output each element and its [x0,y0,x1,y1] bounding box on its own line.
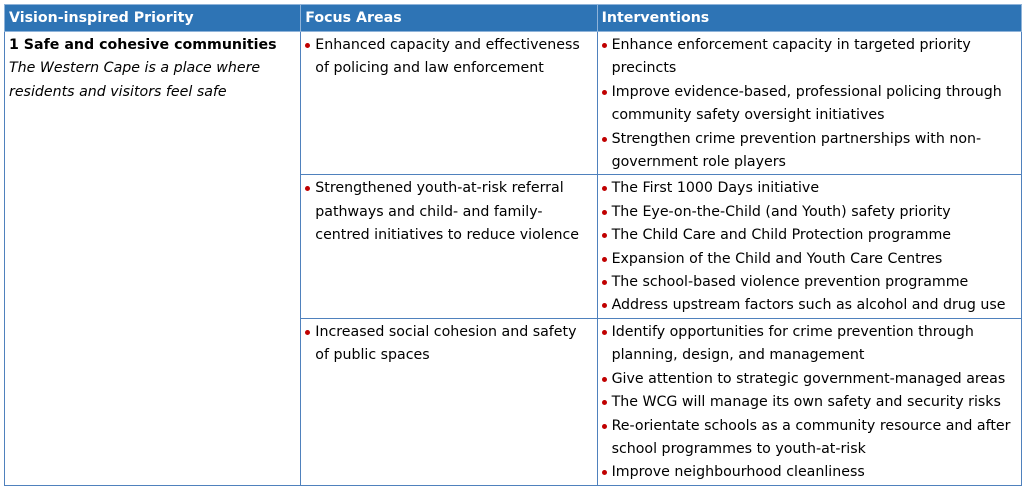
intervention-item: Improve evidence-based, professional pol… [601,81,1017,128]
header-focus-areas: Focus Areas [300,4,598,32]
interventions-cell: Enhance enforcement capacity in targeted… [596,30,1023,176]
intervention-item: Expansion of the Child and Youth Care Ce… [601,248,1017,271]
focus-cell: Increased social cohesion and safety of … [300,317,598,486]
intervention-item: Give attention to strategic government-m… [601,368,1017,391]
priority-cell: 1 Safe and cohesive communities The West… [3,31,302,486]
priority-title: 1 Safe and cohesive communities [9,37,277,53]
interventions-cell: The First 1000 Days initiative The Eye-o… [596,174,1023,319]
intervention-item: Address upstream factors such as alcohol… [601,294,1017,317]
focus-item: Strengthened youth-at-risk referral path… [305,177,592,247]
intervention-item: Strengthen crime prevention partnerships… [601,128,1017,175]
interventions-cell: Identify opportunities for crime prevent… [596,317,1023,486]
intervention-item: The First 1000 Days initiative [601,177,1017,200]
intervention-item: Enhance enforcement capacity in targeted… [601,34,1017,81]
focus-cell: Strengthened youth-at-risk referral path… [300,174,598,319]
intervention-item: Improve neighbourhood cleanliness [601,461,1017,484]
focus-item: Enhanced capacity and effectiveness of p… [305,34,592,81]
header-vision-priority: Vision-inspired Priority [3,4,302,32]
intervention-item: The Eye-on-the-Child (and Youth) safety … [601,201,1017,224]
header-interventions: Interventions [596,4,1023,32]
priority-description: The Western Cape is a place where reside… [9,60,261,100]
intervention-item: The WCG will manage its own safety and s… [601,391,1017,414]
intervention-item: The school-based violence prevention pro… [601,271,1017,294]
intervention-item: The Child Care and Child Protection prog… [601,224,1017,247]
intervention-item: Identify opportunities for crime prevent… [601,321,1017,368]
focus-item: Increased social cohesion and safety of … [305,321,592,368]
table-row: Strengthened youth-at-risk referral path… [5,174,1023,319]
intervention-item: Re-orientate schools as a community reso… [601,415,1017,462]
focus-cell: Enhanced capacity and effectiveness of p… [300,30,598,176]
header-row: Vision-inspired Priority Focus Areas Int… [3,4,1023,32]
priority-table: Vision-inspired Priority Focus Areas Int… [3,4,1023,486]
table-row: 1 Safe and cohesive communities The West… [3,30,1023,486]
